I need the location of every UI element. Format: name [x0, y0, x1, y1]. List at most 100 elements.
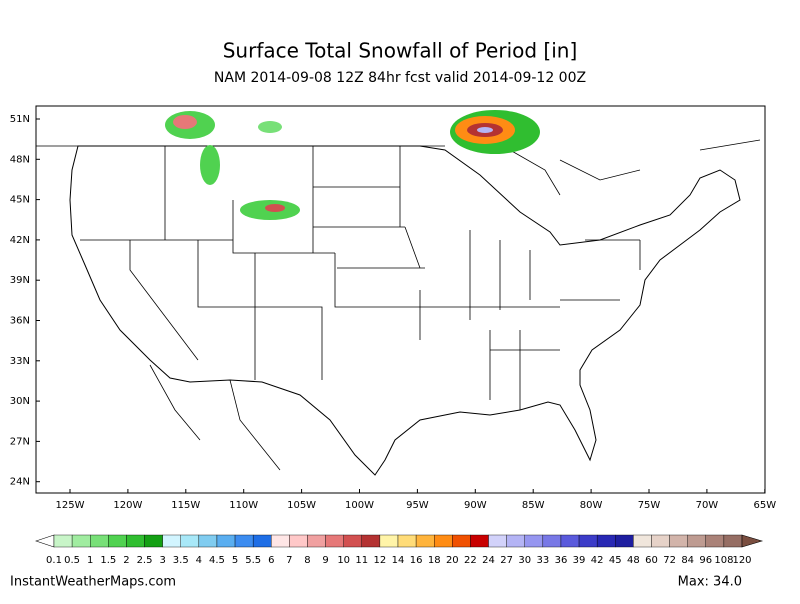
colorbar-box — [361, 534, 381, 548]
colorbar-box — [397, 534, 417, 548]
colorbar-box — [144, 534, 163, 548]
colorbar-label: 2.5 — [137, 555, 153, 566]
colorbar-over — [741, 534, 764, 548]
us-outline — [69, 145, 741, 476]
lon-label: 65W — [753, 500, 776, 511]
lon-label: 125W — [56, 500, 85, 511]
colorbar-box — [542, 534, 562, 548]
colorbar-label: 42 — [591, 555, 604, 566]
colorbar-label: 45 — [609, 555, 622, 566]
colorbar-label: 3.5 — [173, 555, 189, 566]
colorbar-box — [578, 534, 598, 548]
colorbar-label: 0.5 — [64, 555, 80, 566]
colorbar-label: 96 — [699, 555, 712, 566]
snow-area — [258, 121, 282, 133]
colorbar-label: 84 — [681, 555, 694, 566]
state-lines — [36, 145, 641, 410]
colorbar-label: 4 — [196, 555, 202, 566]
lon-label: 70W — [696, 500, 719, 511]
source: InstantWeatherMaps.com — [10, 575, 176, 590]
colorbar-box — [723, 534, 743, 548]
colorbar-box — [234, 534, 254, 548]
colorbar-box — [180, 534, 200, 548]
colorbar-label: 16 — [410, 555, 423, 566]
map — [35, 105, 766, 494]
colorbar-label: 5 — [232, 555, 238, 566]
colorbar-box — [198, 534, 218, 548]
colorbar-box — [379, 534, 399, 548]
colorbar-label: 22 — [464, 555, 477, 566]
coastlines — [149, 139, 761, 471]
snow-area — [477, 127, 493, 133]
colorbar-label: 39 — [573, 555, 586, 566]
colorbar-label: 5.5 — [245, 555, 261, 566]
colorbar-box — [524, 534, 544, 548]
colorbar-box — [651, 534, 670, 548]
colorbar-box — [434, 534, 453, 548]
colorbar-label: 8 — [304, 555, 310, 566]
colorbar-box — [216, 534, 236, 548]
colorbar-label: 108 — [714, 555, 733, 566]
colorbar-label: 4.5 — [209, 555, 225, 566]
lat-label: 48N — [10, 154, 30, 165]
colorbar-box — [162, 534, 181, 548]
colorbar-label: 1 — [87, 555, 93, 566]
title: Surface Total Snowfall of Period [in] — [223, 39, 578, 63]
colorbar-label: 48 — [627, 555, 640, 566]
max-value: Max: 34.0 — [678, 575, 742, 590]
colorbar-box — [289, 534, 308, 548]
colorbar-label: 60 — [645, 555, 658, 566]
colorbar-box — [615, 534, 634, 548]
colorbar-box — [343, 534, 362, 548]
snow-area — [173, 115, 197, 129]
colorbar-box — [470, 534, 489, 548]
colorbar-label: 3 — [159, 555, 165, 566]
lat-label: 30N — [10, 396, 30, 407]
lat-label: 27N — [10, 436, 30, 447]
colorbar-box — [669, 534, 688, 548]
colorbar-label: 120 — [732, 555, 751, 566]
colorbar-under — [35, 534, 55, 548]
subtitle: NAM 2014-09-08 12Z 84hr fcst valid 2014-… — [214, 70, 586, 86]
lon-label: 100W — [345, 500, 374, 511]
colorbar-box — [90, 534, 109, 548]
colorbar-label: 11 — [355, 555, 368, 566]
colorbar-label: 27 — [500, 555, 513, 566]
snow-area — [200, 145, 220, 185]
colorbar-label: 12 — [374, 555, 387, 566]
lon-label: 115W — [171, 500, 200, 511]
colorbar-label: 36 — [555, 555, 568, 566]
colorbar-label: 20 — [446, 555, 459, 566]
snow-areas — [165, 110, 540, 220]
colorbar-label: 72 — [663, 555, 676, 566]
lat-label: 39N — [10, 275, 30, 286]
colorbar-box — [506, 534, 525, 548]
lon-label: 105W — [287, 500, 316, 511]
colorbar-box — [126, 534, 145, 548]
lat-label: 42N — [10, 235, 30, 246]
lon-label: 95W — [406, 500, 429, 511]
colorbar-label: 33 — [536, 555, 549, 566]
colorbar-label: 10 — [337, 555, 350, 566]
lon-label: 75W — [638, 500, 661, 511]
colorbar-label: 7 — [286, 555, 292, 566]
colorbar-box — [452, 534, 471, 548]
lon-label: 80W — [580, 500, 603, 511]
colorbar-box — [325, 534, 344, 548]
lat-label: 45N — [10, 195, 30, 206]
colorbar-box — [705, 534, 725, 548]
colorbar-box — [560, 534, 580, 548]
colorbar-label: 30 — [518, 555, 531, 566]
lat-label: 51N — [10, 114, 30, 125]
lon-label: 85W — [522, 500, 545, 511]
colorbar-label: 0.1 — [46, 555, 62, 566]
colorbar-box — [687, 534, 706, 548]
colorbar-label: 18 — [428, 555, 441, 566]
snow-area — [265, 204, 285, 212]
colorbar-label: 9 — [322, 555, 328, 566]
colorbar-box — [633, 534, 652, 548]
colorbar-box — [53, 534, 73, 548]
colorbar-box — [415, 534, 435, 548]
lat-label: 33N — [10, 356, 30, 367]
